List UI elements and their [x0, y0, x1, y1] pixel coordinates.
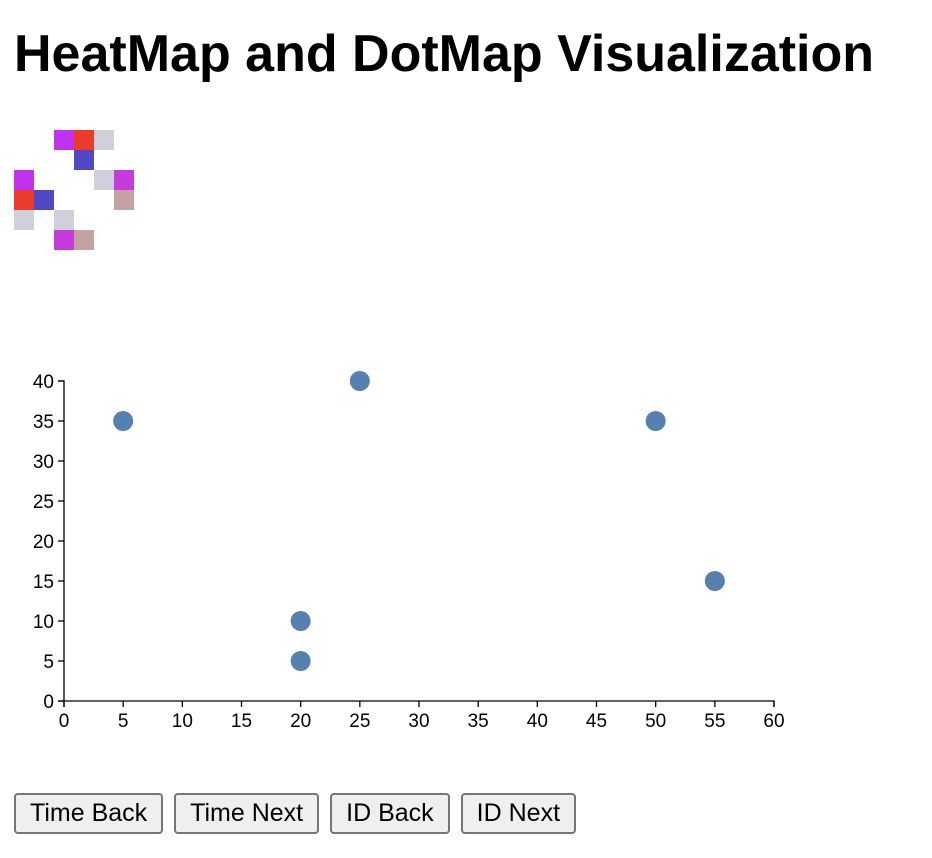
x-tick-label: 20 [290, 711, 311, 732]
x-tick-label: 5 [118, 711, 129, 732]
data-point [290, 651, 311, 671]
x-tick-label: 10 [172, 711, 193, 732]
heatmap-cell [114, 170, 134, 190]
y-tick-label: 25 [33, 492, 54, 513]
y-tick-label: 5 [43, 652, 54, 673]
data-point [704, 571, 725, 591]
x-tick-label: 25 [349, 711, 370, 732]
x-tick-label: 40 [527, 711, 548, 732]
data-point [113, 411, 134, 431]
y-tick-label: 30 [33, 452, 54, 473]
heatmap-cell [14, 210, 34, 230]
x-tick-label: 55 [704, 711, 725, 732]
x-tick-label: 60 [763, 711, 784, 732]
heatmap-cell [74, 130, 94, 150]
y-tick-label: 40 [33, 372, 54, 393]
heatmap-cell [14, 190, 34, 210]
y-tick-label: 35 [33, 412, 54, 433]
y-tick-label: 10 [33, 612, 54, 633]
heatmap-cell [54, 210, 74, 230]
navigation-controls: Time Back Time Next ID Back ID Next [14, 793, 577, 834]
y-tick-label: 0 [43, 692, 54, 713]
x-tick-label: 30 [408, 711, 429, 732]
time-back-button[interactable]: Time Back [14, 793, 164, 834]
time-next-button[interactable]: Time Next [174, 793, 320, 834]
heatmap-cell [34, 190, 54, 210]
scatter-plot: 0 5 10 15 20 25 30 35 40 45 50 55 60 0 5 10 15 20 25 30 35 40 [33, 371, 785, 732]
data-point [290, 611, 311, 631]
id-back-button[interactable]: ID Back [330, 793, 450, 834]
heatmap-cell [74, 150, 94, 170]
x-tick-label: 0 [59, 711, 70, 732]
heatmap [14, 130, 134, 250]
page-title: HeatMap and DotMap Visualization [14, 25, 875, 83]
heatmap-cell [74, 230, 94, 250]
x-tick-label: 50 [645, 711, 666, 732]
x-tick-label: 35 [468, 711, 489, 732]
heatmap-cell [94, 130, 114, 150]
id-next-button[interactable]: ID Next [460, 793, 577, 834]
heatmap-cell [54, 130, 74, 150]
data-point [349, 371, 370, 391]
x-tick-label: 45 [586, 711, 607, 732]
y-tick-label: 15 [33, 572, 54, 593]
heatmap-cell [114, 190, 134, 210]
data-point [645, 411, 666, 431]
heatmap-cell [14, 170, 34, 190]
y-tick-label: 20 [33, 532, 54, 553]
x-tick-label: 15 [231, 711, 252, 732]
heatmap-cell [54, 230, 74, 250]
heatmap-cell [94, 170, 114, 190]
